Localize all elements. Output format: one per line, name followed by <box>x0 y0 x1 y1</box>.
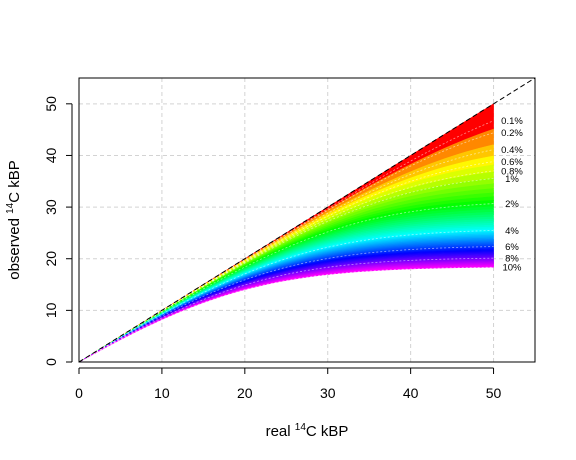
plot-frame <box>78 77 536 363</box>
x-axis-title: real 14C kBP <box>266 422 349 440</box>
y-tick-label: 50 <box>43 96 59 112</box>
curve-label: 0.2% <box>501 128 523 139</box>
contamination-band <box>79 266 494 362</box>
curve-labels: 0.1%0.2% 0.4%0.6%0.8%1% 2% 4% 6%8%10% <box>501 116 523 273</box>
curve-label: 6% <box>505 242 519 253</box>
x-tick-label: 20 <box>237 385 253 401</box>
contamination-band <box>79 261 494 362</box>
y-tick-label: 20 <box>43 251 59 267</box>
identity-line <box>79 78 535 362</box>
curve-label: 0.8% <box>501 166 523 177</box>
contamination-curve <box>79 178 494 362</box>
contamination-curve <box>79 230 494 362</box>
x-tick-label: 0 <box>75 385 83 401</box>
curve-label: 0.6% <box>501 157 523 168</box>
curve-label: 0.1% <box>501 116 523 127</box>
x-tick-label: 40 <box>403 385 419 401</box>
contamination-curve <box>79 257 494 362</box>
y-axis: 0 10 20 30 40 50 <box>43 96 73 366</box>
contamination-curve <box>79 203 494 362</box>
y-tick-label: 40 <box>43 147 59 163</box>
contamination-band <box>79 260 494 362</box>
curve-label: 10% <box>502 263 522 274</box>
contamination-curve <box>79 266 494 362</box>
y-tick-label: 0 <box>43 358 59 366</box>
curve-label: 4% <box>505 226 519 237</box>
curve-label: 8% <box>505 254 519 265</box>
x-tick-label: 50 <box>486 385 502 401</box>
curve-label: 0.4% <box>501 145 523 156</box>
curve-label: 2% <box>505 199 519 210</box>
y-tick-label: 10 <box>43 302 59 318</box>
x-tick-label: 30 <box>320 385 336 401</box>
x-axis: 0 10 20 30 40 50 <box>75 367 502 401</box>
y-axis-title: observed 14C kBP <box>5 160 23 280</box>
contamination-curve <box>79 246 494 362</box>
curve-label: 1% <box>505 174 519 185</box>
y-tick-label: 30 <box>43 199 59 215</box>
identity-line-group <box>79 78 535 362</box>
x-tick-label: 10 <box>154 385 170 401</box>
contamination-band <box>79 261 494 362</box>
